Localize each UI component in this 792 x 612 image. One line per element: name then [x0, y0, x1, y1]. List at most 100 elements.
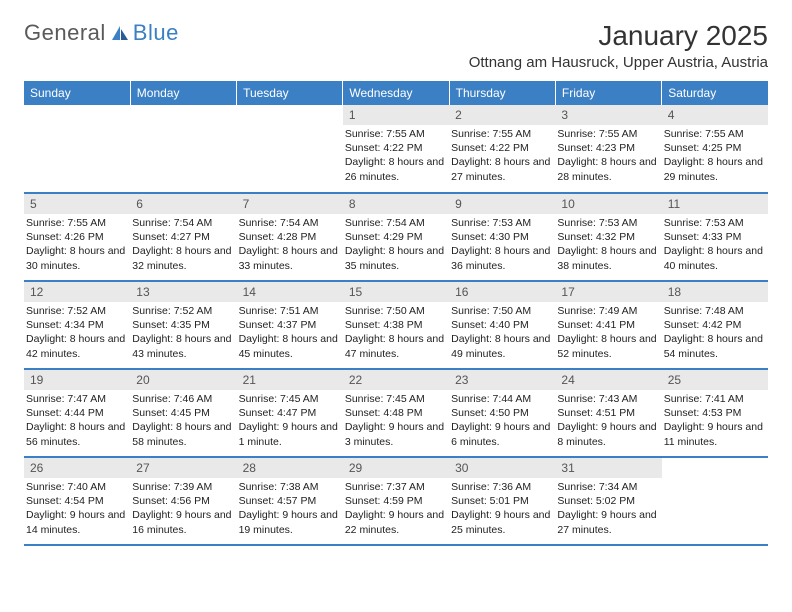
sunrise-line: Sunrise: 7:51 AM	[239, 304, 341, 318]
day-number: 29	[343, 458, 449, 478]
day-number: 26	[24, 458, 130, 478]
calendar-day-cell: 13Sunrise: 7:52 AMSunset: 4:35 PMDayligh…	[130, 281, 236, 369]
day-number: 21	[237, 370, 343, 390]
sunset-line: Sunset: 4:23 PM	[557, 141, 659, 155]
weekday-header: Wednesday	[343, 81, 449, 105]
sunset-line: Sunset: 4:41 PM	[557, 318, 659, 332]
calendar-day-cell: 26Sunrise: 7:40 AMSunset: 4:54 PMDayligh…	[24, 457, 130, 545]
calendar-day-cell: 4Sunrise: 7:55 AMSunset: 4:25 PMDaylight…	[662, 105, 768, 193]
sunset-line: Sunset: 4:28 PM	[239, 230, 341, 244]
day-number: 11	[662, 194, 768, 214]
day-number: 13	[130, 282, 236, 302]
brand-text-blue: Blue	[133, 20, 179, 46]
sunset-line: Sunset: 4:34 PM	[26, 318, 128, 332]
weekday-header: Friday	[555, 81, 661, 105]
day-number: 5	[24, 194, 130, 214]
day-number: 7	[237, 194, 343, 214]
calendar-day-cell	[130, 105, 236, 193]
day-info: Sunrise: 7:53 AMSunset: 4:30 PMDaylight:…	[449, 216, 555, 273]
day-number: 10	[555, 194, 661, 214]
sunset-line: Sunset: 5:02 PM	[557, 494, 659, 508]
calendar-day-cell: 6Sunrise: 7:54 AMSunset: 4:27 PMDaylight…	[130, 193, 236, 281]
calendar-day-cell: 11Sunrise: 7:53 AMSunset: 4:33 PMDayligh…	[662, 193, 768, 281]
daylight-line: Daylight: 8 hours and 26 minutes.	[345, 155, 447, 183]
calendar-day-cell: 21Sunrise: 7:45 AMSunset: 4:47 PMDayligh…	[237, 369, 343, 457]
sunrise-line: Sunrise: 7:45 AM	[239, 392, 341, 406]
day-info: Sunrise: 7:45 AMSunset: 4:48 PMDaylight:…	[343, 392, 449, 449]
sunrise-line: Sunrise: 7:52 AM	[132, 304, 234, 318]
header: General Blue January 2025 Ottnang am Hau…	[24, 20, 768, 71]
calendar-day-cell: 31Sunrise: 7:34 AMSunset: 5:02 PMDayligh…	[555, 457, 661, 545]
day-info: Sunrise: 7:44 AMSunset: 4:50 PMDaylight:…	[449, 392, 555, 449]
daylight-line: Daylight: 8 hours and 45 minutes.	[239, 332, 341, 360]
daylight-line: Daylight: 8 hours and 28 minutes.	[557, 155, 659, 183]
location-subtitle: Ottnang am Hausruck, Upper Austria, Aust…	[469, 54, 768, 71]
day-number: 25	[662, 370, 768, 390]
sunrise-line: Sunrise: 7:40 AM	[26, 480, 128, 494]
daylight-line: Daylight: 8 hours and 29 minutes.	[664, 155, 766, 183]
weekday-header: Tuesday	[237, 81, 343, 105]
calendar-day-cell	[237, 105, 343, 193]
sunrise-line: Sunrise: 7:53 AM	[451, 216, 553, 230]
daylight-line: Daylight: 8 hours and 49 minutes.	[451, 332, 553, 360]
day-number: 28	[237, 458, 343, 478]
calendar-day-cell: 27Sunrise: 7:39 AMSunset: 4:56 PMDayligh…	[130, 457, 236, 545]
sunrise-line: Sunrise: 7:44 AM	[451, 392, 553, 406]
calendar-day-cell: 5Sunrise: 7:55 AMSunset: 4:26 PMDaylight…	[24, 193, 130, 281]
calendar-day-cell: 18Sunrise: 7:48 AMSunset: 4:42 PMDayligh…	[662, 281, 768, 369]
day-info: Sunrise: 7:36 AMSunset: 5:01 PMDaylight:…	[449, 480, 555, 537]
sunrise-line: Sunrise: 7:50 AM	[345, 304, 447, 318]
daylight-line: Daylight: 8 hours and 30 minutes.	[26, 244, 128, 272]
day-number: 14	[237, 282, 343, 302]
sunrise-line: Sunrise: 7:53 AM	[664, 216, 766, 230]
day-info: Sunrise: 7:37 AMSunset: 4:59 PMDaylight:…	[343, 480, 449, 537]
calendar-week-row: 12Sunrise: 7:52 AMSunset: 4:34 PMDayligh…	[24, 281, 768, 369]
daylight-line: Daylight: 8 hours and 43 minutes.	[132, 332, 234, 360]
sunset-line: Sunset: 4:47 PM	[239, 406, 341, 420]
day-info: Sunrise: 7:39 AMSunset: 4:56 PMDaylight:…	[130, 480, 236, 537]
sunrise-line: Sunrise: 7:46 AM	[132, 392, 234, 406]
day-number: 31	[555, 458, 661, 478]
day-number: 24	[555, 370, 661, 390]
daylight-line: Daylight: 8 hours and 52 minutes.	[557, 332, 659, 360]
calendar-day-cell: 16Sunrise: 7:50 AMSunset: 4:40 PMDayligh…	[449, 281, 555, 369]
day-number: 22	[343, 370, 449, 390]
calendar-day-cell: 29Sunrise: 7:37 AMSunset: 4:59 PMDayligh…	[343, 457, 449, 545]
sunset-line: Sunset: 4:40 PM	[451, 318, 553, 332]
calendar-day-cell: 15Sunrise: 7:50 AMSunset: 4:38 PMDayligh…	[343, 281, 449, 369]
sunrise-line: Sunrise: 7:34 AM	[557, 480, 659, 494]
daylight-line: Daylight: 9 hours and 6 minutes.	[451, 420, 553, 448]
sunrise-line: Sunrise: 7:37 AM	[345, 480, 447, 494]
day-info: Sunrise: 7:52 AMSunset: 4:34 PMDaylight:…	[24, 304, 130, 361]
sunrise-line: Sunrise: 7:54 AM	[345, 216, 447, 230]
day-number: 20	[130, 370, 236, 390]
daylight-line: Daylight: 9 hours and 8 minutes.	[557, 420, 659, 448]
calendar-day-cell: 20Sunrise: 7:46 AMSunset: 4:45 PMDayligh…	[130, 369, 236, 457]
daylight-line: Daylight: 9 hours and 16 minutes.	[132, 508, 234, 536]
day-number: 17	[555, 282, 661, 302]
calendar-day-cell: 1Sunrise: 7:55 AMSunset: 4:22 PMDaylight…	[343, 105, 449, 193]
weekday-header: Saturday	[662, 81, 768, 105]
sunrise-line: Sunrise: 7:53 AM	[557, 216, 659, 230]
sunset-line: Sunset: 5:01 PM	[451, 494, 553, 508]
day-info: Sunrise: 7:34 AMSunset: 5:02 PMDaylight:…	[555, 480, 661, 537]
calendar-day-cell: 17Sunrise: 7:49 AMSunset: 4:41 PMDayligh…	[555, 281, 661, 369]
sunset-line: Sunset: 4:22 PM	[345, 141, 447, 155]
daylight-line: Daylight: 8 hours and 36 minutes.	[451, 244, 553, 272]
day-info: Sunrise: 7:55 AMSunset: 4:22 PMDaylight:…	[343, 127, 449, 184]
day-number: 8	[343, 194, 449, 214]
day-info: Sunrise: 7:50 AMSunset: 4:38 PMDaylight:…	[343, 304, 449, 361]
calendar-day-cell: 25Sunrise: 7:41 AMSunset: 4:53 PMDayligh…	[662, 369, 768, 457]
daylight-line: Daylight: 9 hours and 22 minutes.	[345, 508, 447, 536]
day-number: 1	[343, 105, 449, 125]
sunrise-line: Sunrise: 7:50 AM	[451, 304, 553, 318]
day-number: 6	[130, 194, 236, 214]
sail-icon	[110, 24, 130, 42]
daylight-line: Daylight: 9 hours and 27 minutes.	[557, 508, 659, 536]
daylight-line: Daylight: 8 hours and 47 minutes.	[345, 332, 447, 360]
sunset-line: Sunset: 4:33 PM	[664, 230, 766, 244]
day-info: Sunrise: 7:54 AMSunset: 4:28 PMDaylight:…	[237, 216, 343, 273]
calendar-table: Sunday Monday Tuesday Wednesday Thursday…	[24, 81, 768, 546]
daylight-line: Daylight: 9 hours and 3 minutes.	[345, 420, 447, 448]
month-title: January 2025	[469, 20, 768, 52]
